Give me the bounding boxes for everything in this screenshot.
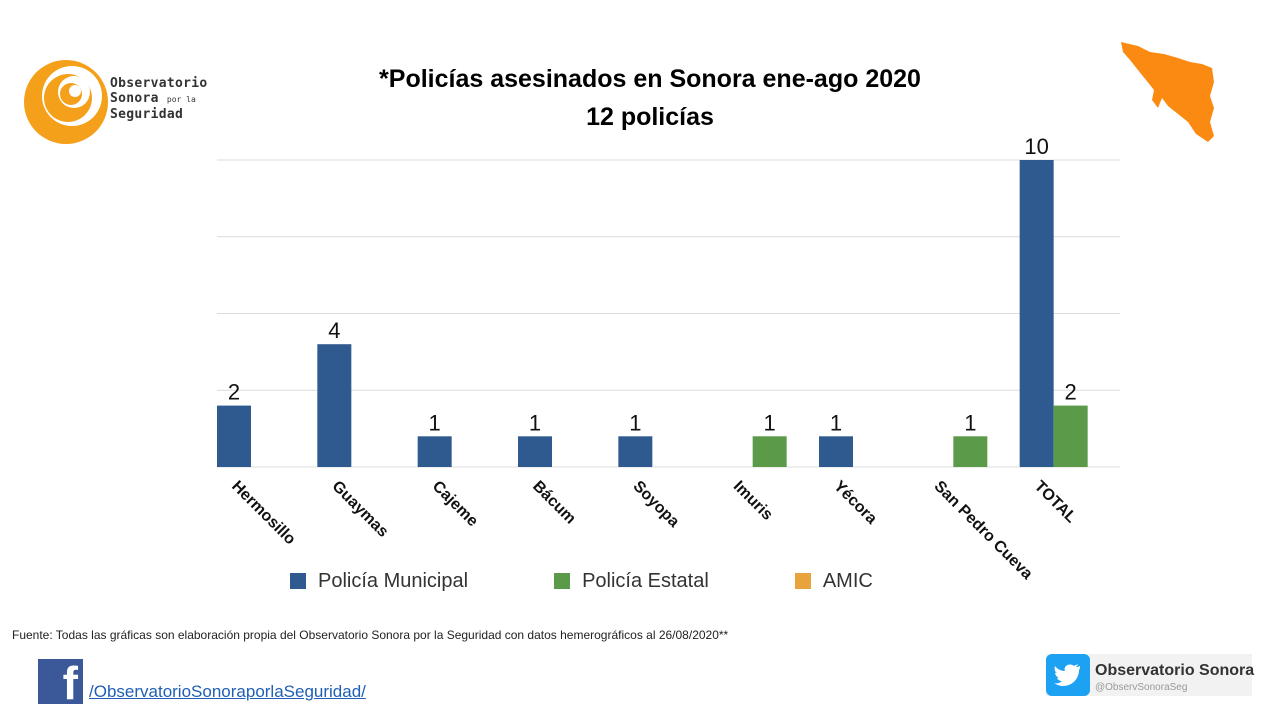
legend-label-amic: AMIC [822,569,873,592]
data-label: 1 [429,410,441,435]
bar-policía-municipal-6 [819,436,853,467]
x-tick-label: TOTAL [1031,478,1080,527]
data-label: 1 [830,410,842,435]
bar-policía-municipal-1 [317,344,352,467]
x-tick-label: Soyopa [630,478,683,531]
bar-policía-municipal-4 [618,436,653,467]
data-label: 1 [629,410,641,435]
chart-subtitle: 12 policías [586,103,714,131]
legend-swatch-municipal [290,573,306,589]
source-note: Fuente: Todas las gráficas son elaboraci… [12,628,729,642]
facebook-link-block[interactable]: f /ObservatorioSonoraporlaSeguridad/ [38,657,366,709]
logo-line1: Observatorio [110,76,208,91]
twitter-block[interactable]: Observatorio Sonora @ObservSonoraSeg [1046,654,1255,696]
twitter-name: Observatorio Sonora [1095,662,1255,679]
data-label: 4 [328,318,340,343]
legend-swatch-amic [794,573,811,589]
sonora-map-icon [1121,42,1214,142]
bars [217,160,1088,467]
x-tick-label: Cajeme [429,478,481,530]
logo-line2-small: por la [166,95,196,104]
data-label: 2 [1065,380,1077,405]
data-label: 1 [764,410,776,435]
data-label: 10 [1024,134,1048,159]
legend-swatch-estatal [554,573,571,589]
logo-line3: Seguridad [110,107,184,122]
bar-policía-municipal-3 [518,436,552,467]
data-label: 2 [228,380,240,405]
bar-policía-estatal-5 [752,436,787,467]
x-tick-label: Imuris [730,478,776,524]
twitter-bird-icon[interactable] [1046,654,1090,696]
legend-label-municipal: Policía Municipal [318,569,469,592]
legend-label-estatal: Policía Estatal [582,569,709,592]
x-tick-label: Guaymas [329,478,392,541]
twitter-handle: @ObservSonoraSeg [1095,682,1188,693]
x-tick-label: Bácum [529,478,579,528]
gridlines [217,159,1120,468]
facebook-icon[interactable]: f [38,657,83,709]
bar-policía-municipal-8 [1019,160,1054,467]
observatorio-logo: Observatorio Sonora por la Seguridad [22,50,222,150]
x-tick-label: Hermosillo [228,478,299,549]
chart-title-line1: *Policías asesinados en Sonora ene-ago 2… [379,65,921,93]
logo-text: Observatorio Sonora por la Seguridad [110,76,208,122]
data-label: 1 [529,410,541,435]
legend-item-municipal: Policía Municipal [290,570,468,593]
x-tick-label: Yécora [830,478,880,528]
legend: Policía Municipal Policía Estatal AMIC [290,568,959,594]
chart-title: *Policías asesinados en Sonora ene-ago 2… [0,60,1280,136]
bar-policía-estatal-8 [1053,405,1088,467]
bar-policía-municipal-2 [417,436,452,467]
bar-policía-municipal-0 [217,405,251,467]
facebook-link[interactable]: /ObservatorioSonoraporlaSeguridad/ [89,682,366,701]
bar-policía-estatal-7 [953,436,988,467]
legend-item-estatal: Policía Estatal [554,570,709,593]
legend-item-amic: AMIC [794,569,873,593]
logo-line2: Sonora [110,91,159,106]
logo-swirl-icon [24,60,108,144]
data-label: 1 [964,410,976,435]
data-labels: 2 4 1 1 1 1 1 1 10 2 [228,134,1077,435]
